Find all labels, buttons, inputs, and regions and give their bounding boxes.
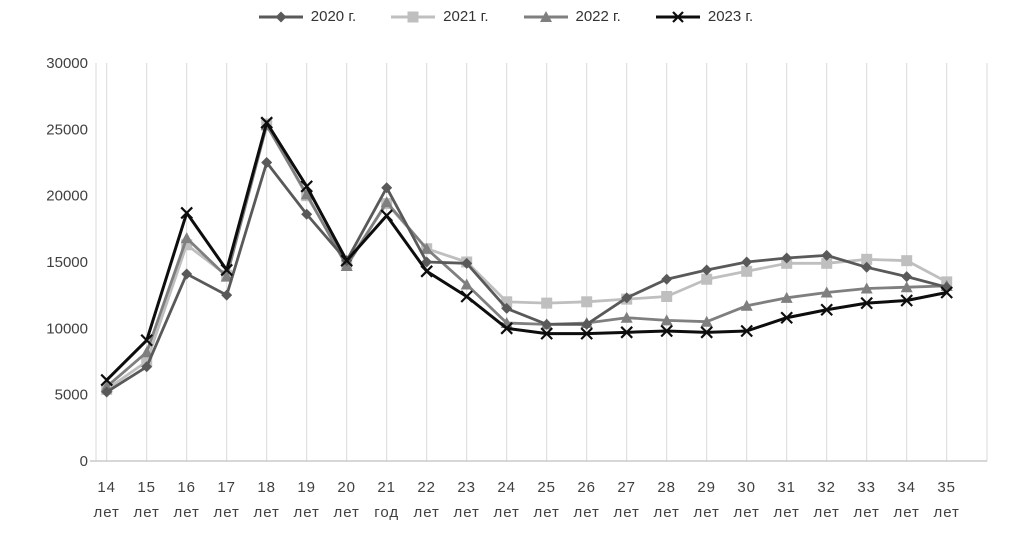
svg-text:5000: 5000	[55, 387, 88, 404]
chart-legend: 2020 г. 2021 г. 2022 г. 2023 г.	[0, 8, 1011, 25]
svg-text:лет: лет	[133, 504, 159, 521]
svg-text:лет: лет	[173, 504, 199, 521]
svg-text:21: 21	[377, 479, 396, 496]
svg-text:лет: лет	[893, 504, 919, 521]
svg-text:29: 29	[697, 479, 716, 496]
legend-label-2021: 2021 г.	[443, 8, 489, 25]
svg-text:лет: лет	[573, 504, 599, 521]
svg-text:лет: лет	[93, 504, 119, 521]
legend-label-2020: 2020 г.	[310, 8, 357, 25]
svg-text:15: 15	[137, 479, 156, 496]
legend-item-2020: 2020 г.	[258, 8, 356, 25]
svg-text:28: 28	[657, 479, 676, 496]
legend-item-2022: 2022 г.	[523, 8, 621, 25]
svg-text:лет: лет	[733, 504, 759, 521]
svg-text:лет: лет	[933, 504, 959, 521]
svg-text:лет: лет	[293, 504, 319, 521]
svg-text:25: 25	[537, 479, 556, 496]
svg-text:31: 31	[777, 479, 796, 496]
svg-text:27: 27	[617, 479, 636, 496]
svg-text:26: 26	[577, 479, 596, 496]
svg-text:14: 14	[97, 479, 116, 496]
svg-text:19: 19	[297, 479, 316, 496]
svg-text:10000: 10000	[46, 320, 88, 337]
svg-text:лет: лет	[853, 504, 879, 521]
legend-marker-2020-diamond-icon	[258, 11, 303, 22]
svg-text:год: год	[374, 504, 399, 521]
legend-item-2021: 2021 г.	[390, 8, 489, 25]
svg-text:22: 22	[417, 479, 436, 496]
svg-text:20: 20	[337, 479, 356, 496]
svg-text:лет: лет	[493, 504, 519, 521]
legend-marker-2022-triangle-icon	[523, 10, 568, 22]
svg-text:лет: лет	[453, 504, 479, 521]
svg-text:лет: лет	[653, 504, 679, 521]
svg-text:25000: 25000	[46, 121, 88, 138]
svg-text:34: 34	[897, 479, 916, 496]
svg-text:18: 18	[257, 479, 276, 496]
svg-text:23: 23	[457, 479, 476, 496]
svg-text:30: 30	[737, 479, 756, 496]
svg-text:16: 16	[177, 479, 196, 496]
svg-text:24: 24	[497, 479, 516, 496]
svg-text:33: 33	[857, 479, 876, 496]
svg-text:20000: 20000	[46, 188, 88, 205]
svg-text:30000: 30000	[46, 55, 88, 72]
svg-text:32: 32	[817, 479, 836, 496]
legend-label-2023: 2023 г.	[707, 8, 754, 25]
svg-text:лет: лет	[533, 504, 559, 521]
legend-item-2023: 2023 г.	[655, 8, 753, 25]
svg-text:35: 35	[937, 479, 956, 496]
svg-text:17: 17	[217, 479, 236, 496]
legend-marker-2021-square-icon	[391, 11, 436, 22]
svg-text:лет: лет	[693, 504, 719, 521]
legend-label-2022: 2022 г.	[575, 8, 621, 25]
svg-text:лет: лет	[213, 504, 239, 521]
svg-text:лет: лет	[773, 504, 799, 521]
svg-text:лет: лет	[613, 504, 639, 521]
svg-text:15000: 15000	[46, 254, 88, 271]
svg-text:лет: лет	[413, 504, 439, 521]
legend-marker-2023-x-icon	[655, 10, 700, 23]
svg-text:0: 0	[80, 453, 88, 470]
svg-text:лет: лет	[813, 504, 839, 521]
svg-text:лет: лет	[333, 504, 359, 521]
svg-text:лет: лет	[253, 504, 279, 521]
